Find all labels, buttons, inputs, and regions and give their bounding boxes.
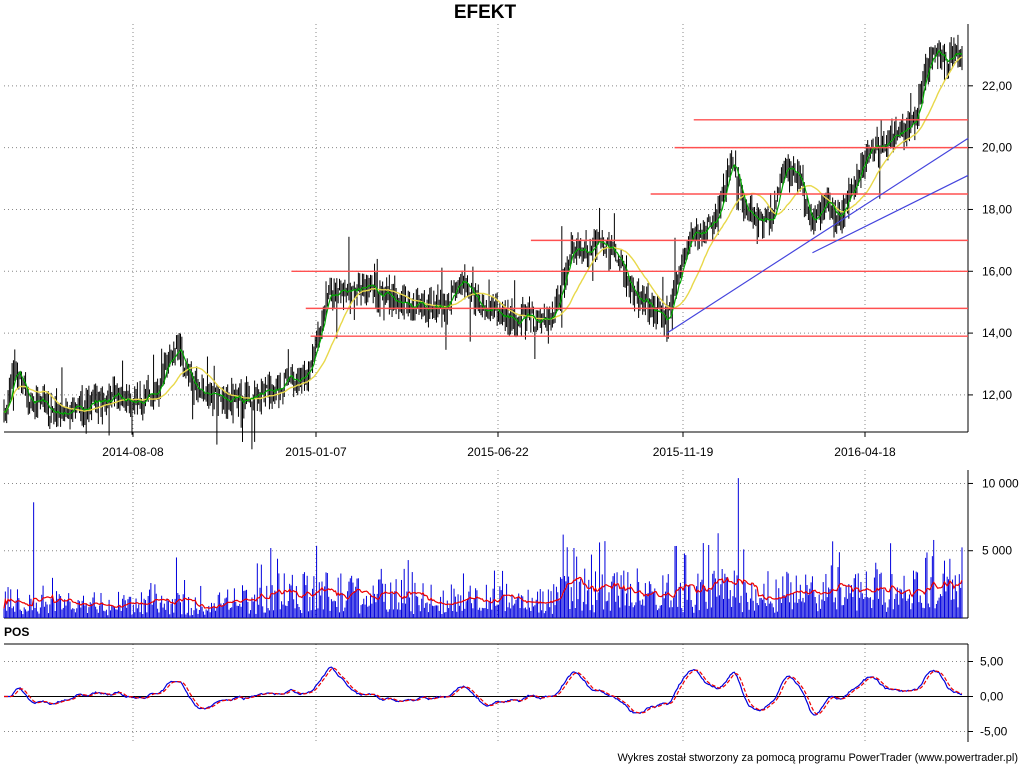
x-tick-label: 2015-06-22 [467, 445, 529, 459]
oscillator-signal-line [4, 667, 963, 715]
y-tick-label: 12,00 [982, 388, 1012, 402]
oscillator-label: POS [4, 625, 29, 639]
y-tick-label: 10 000 [982, 476, 1019, 490]
price-panel: 12,00 14,00 16,00 18,00 20,00 22,00 2014-08-08… [3, 24, 1012, 459]
moving-average-short [3, 49, 963, 416]
x-tick-label: 2014-08-08 [102, 445, 164, 459]
trendline [812, 174, 969, 254]
oscillator-line [4, 666, 962, 716]
y-tick-label: 20,00 [982, 141, 1012, 155]
y-tick-label: 5,00 [980, 655, 1004, 669]
trendline [666, 137, 969, 334]
volume-panel: 5 000 10 000 [3, 470, 1019, 619]
chart-title: EFEKT [453, 2, 517, 23]
x-tick-label: 2015-11-19 [653, 445, 714, 459]
x-tick-label: 2016-04-18 [834, 445, 896, 459]
y-tick-label: 5 000 [982, 544, 1012, 558]
x-tick-label: 2015-01-07 [285, 445, 347, 459]
moving-average-long [3, 56, 963, 414]
footer-credit: Wykres został stworzony za pomocą progra… [617, 752, 1018, 764]
y-tick-label: 16,00 [982, 264, 1012, 278]
volume-average-line [3, 576, 963, 609]
y-tick-label: 18,00 [982, 202, 1012, 216]
y-tick-label: 22,00 [982, 79, 1012, 93]
pos-panel: POS -5,00 0,00 5,00 [4, 625, 1008, 742]
y-tick-label: -5,00 [980, 725, 1008, 739]
y-tick-label: 14,00 [982, 326, 1012, 340]
y-tick-label: 0,00 [980, 690, 1004, 704]
